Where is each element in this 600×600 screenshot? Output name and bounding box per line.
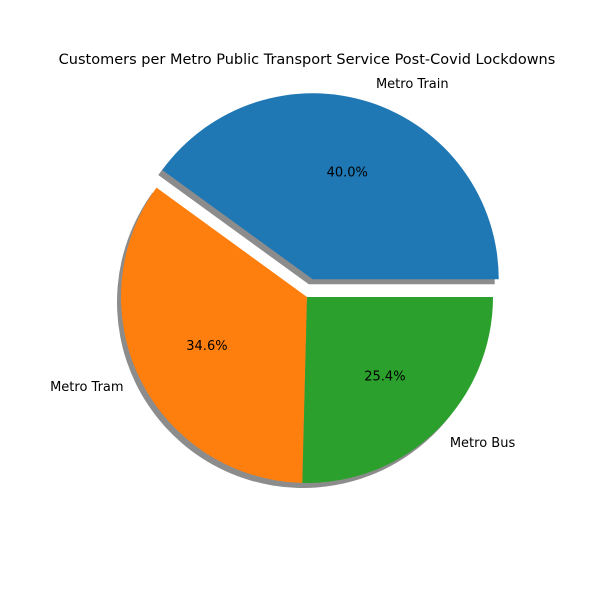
pie-slices xyxy=(120,93,499,483)
pie-labels: 40.0% Metro Train 34.6% Metro Tram 25.4% Metr… xyxy=(50,77,515,451)
percent-label-metro-train: 40.0% xyxy=(327,166,368,181)
slice-metro-train xyxy=(162,93,499,280)
percent-label-metro-tram: 34.6% xyxy=(186,339,227,354)
percent-label-metro-bus: 25.4% xyxy=(364,369,405,384)
category-label-metro-train: Metro Train xyxy=(376,77,449,92)
slice-metro-bus xyxy=(302,297,493,483)
category-label-metro-tram: Metro Tram xyxy=(50,380,123,395)
category-label-metro-bus: Metro Bus xyxy=(450,436,516,451)
chart-title: Customers per Metro Public Transport Ser… xyxy=(59,52,556,68)
slice-metro-tram xyxy=(120,187,307,483)
